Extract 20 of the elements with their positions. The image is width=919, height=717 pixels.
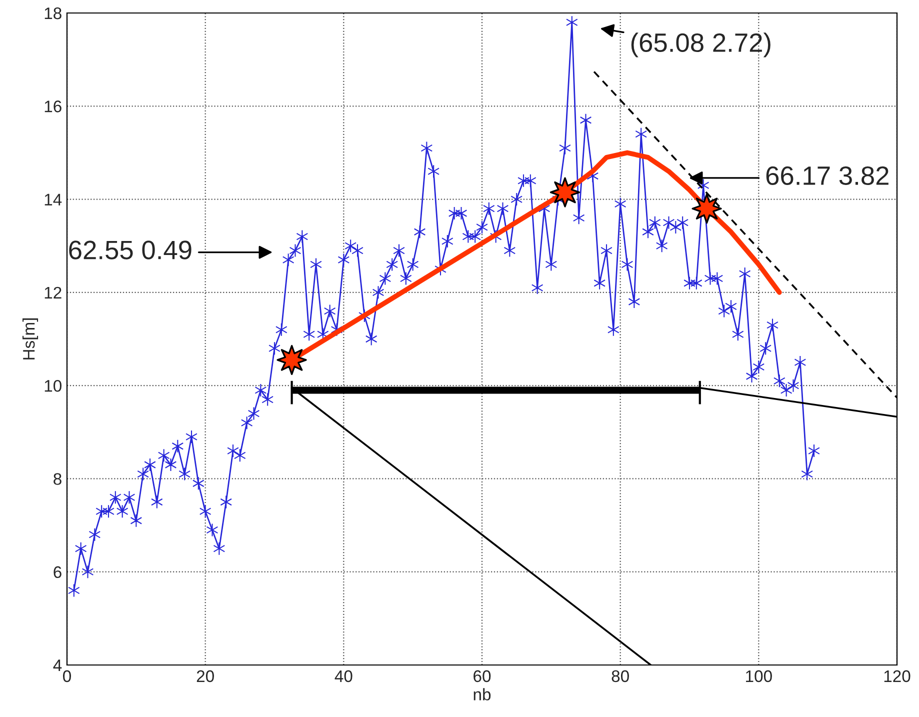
annotation: 66.17 3.82 <box>766 166 888 186</box>
y-tick-label: 18 <box>44 7 62 20</box>
y-tick-label: 12 <box>44 286 62 298</box>
y-tick-label: 16 <box>44 100 62 112</box>
x-tick-label: 60 <box>474 670 491 682</box>
y-axis-title: Hs[m] <box>22 318 38 360</box>
annotation: (65.08 2.72) <box>631 32 770 58</box>
x-tick-label: 100 <box>746 670 772 682</box>
annotation: 62.55 0.49 <box>69 240 192 260</box>
x-tick-label: 40 <box>334 670 352 682</box>
y-tick-label: 8 <box>54 473 62 485</box>
x-tick-label: 120 <box>884 670 910 682</box>
x-tick-label: 20 <box>196 670 214 682</box>
y-tick-label: 4 <box>53 660 62 672</box>
x-tick-label: 0 <box>63 670 71 682</box>
x-axis-title: nb <box>474 688 491 700</box>
y-tick-label: 14 <box>44 194 62 206</box>
x-tick-label: 80 <box>612 670 629 682</box>
y-tick-label: 10 <box>44 380 62 392</box>
y-tick-label: 6 <box>54 566 62 578</box>
